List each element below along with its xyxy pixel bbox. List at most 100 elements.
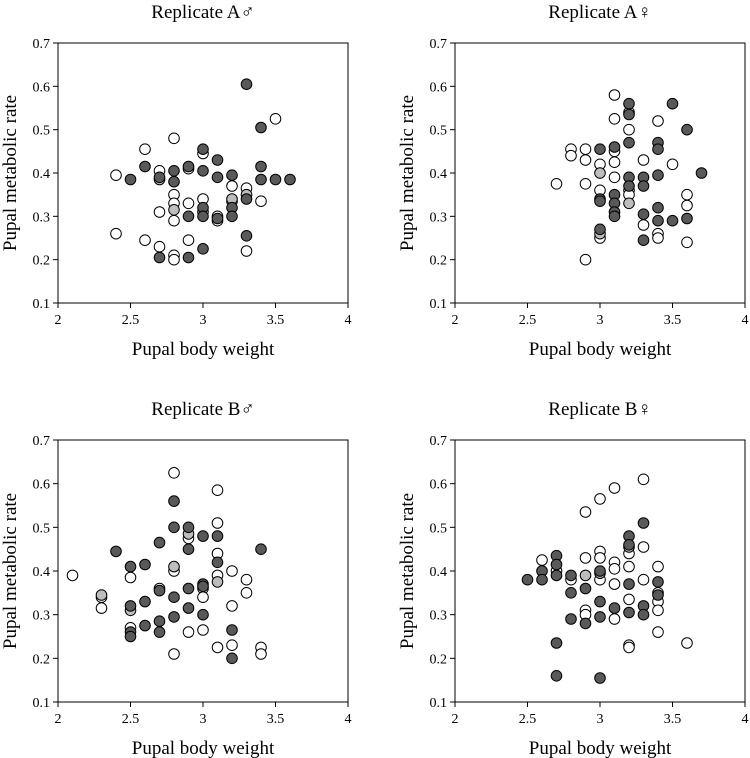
data-point-dark <box>153 626 166 638</box>
data-point-open <box>182 626 195 638</box>
x-tick-label: 2.5 <box>122 313 140 328</box>
y-tick-label: 0.3 <box>33 210 51 225</box>
data-point-open <box>608 613 621 625</box>
data-point-dark <box>197 243 209 255</box>
data-point-dark <box>197 210 209 223</box>
data-point-dark <box>240 230 253 242</box>
data-point-dark <box>594 223 606 236</box>
y-axis-label: Pupal metabolic rate <box>397 95 418 251</box>
data-point-open <box>240 573 253 586</box>
data-point-dark <box>608 210 621 223</box>
data-point-dark <box>197 143 209 155</box>
data-point-open <box>652 560 664 573</box>
data-point-dark <box>623 108 635 121</box>
data-point-open <box>255 195 267 207</box>
data-point-dark <box>637 208 650 220</box>
x-axis-label: Pupal body weight <box>529 339 672 360</box>
data-point-grey <box>211 576 224 588</box>
data-point-dark <box>168 495 180 507</box>
y-tick-label: 0.1 <box>430 297 448 312</box>
data-point-grey <box>579 569 592 582</box>
data-point-open <box>594 552 606 564</box>
y-tick-label: 0.7 <box>430 37 448 52</box>
data-point-dark <box>550 558 563 571</box>
data-point-grey <box>594 167 606 179</box>
data-point-open <box>110 227 122 240</box>
data-point-dark <box>666 214 679 227</box>
data-point-dark <box>168 521 180 534</box>
data-point-dark <box>124 630 137 643</box>
data-point-open <box>579 506 592 518</box>
data-point-dark <box>153 584 166 597</box>
data-point-open <box>637 541 650 553</box>
y-tick-label: 0.7 <box>33 434 51 449</box>
data-point-dark <box>652 143 664 155</box>
data-point-dark <box>550 670 563 682</box>
data-point-dark <box>594 565 606 577</box>
data-point-dark <box>637 608 650 621</box>
y-tick-label: 0.3 <box>430 609 448 624</box>
data-point-dark <box>139 558 151 571</box>
data-point-open <box>623 123 635 136</box>
data-point-open <box>255 648 267 660</box>
data-point-dark <box>124 600 137 612</box>
data-point-dark <box>153 615 166 628</box>
data-point-open <box>211 517 224 529</box>
data-point-open <box>579 154 592 166</box>
data-point-dark <box>652 169 664 181</box>
data-point-open <box>637 573 650 586</box>
x-tick-label: 3.5 <box>664 712 682 727</box>
data-point-dark <box>608 602 621 614</box>
data-point-dark <box>623 136 635 149</box>
data-point-open <box>637 219 650 231</box>
data-point-dark <box>226 169 238 181</box>
data-point-open <box>579 552 592 564</box>
y-tick-label: 0.4 <box>430 565 448 580</box>
y-tick-label: 0.5 <box>33 521 51 536</box>
scatter-panel-2: Replicate A♀ 2 2.5 3 3.5 4 0.1 0.2 0.3 0.4 0.5 0.6 0… <box>397 2 749 360</box>
data-point-dark <box>637 180 650 192</box>
y-tick-label: 0.2 <box>33 254 51 269</box>
data-point-dark <box>255 173 267 186</box>
data-point-open <box>153 206 166 218</box>
data-point-open <box>536 554 548 566</box>
data-point-dark <box>666 97 679 110</box>
data-point-open <box>652 232 664 244</box>
data-point-dark <box>623 539 635 551</box>
data-point-dark <box>153 171 166 184</box>
data-point-open <box>623 593 635 606</box>
x-tick-label: 3.5 <box>664 313 682 328</box>
data-point-open <box>139 234 151 246</box>
data-point-dark <box>255 543 267 556</box>
data-point-open <box>66 569 79 582</box>
data-point-open <box>168 214 180 227</box>
data-point-open <box>182 234 195 246</box>
data-point-dark <box>182 582 195 595</box>
data-point-dark <box>536 573 548 586</box>
data-point-dark <box>168 591 180 604</box>
data-point-dark <box>594 595 606 608</box>
x-tick-label: 3.5 <box>267 712 285 727</box>
data-point-open <box>153 240 166 253</box>
data-point-dark <box>594 672 606 684</box>
data-point-dark <box>652 576 664 588</box>
data-point-open <box>240 245 253 257</box>
data-point-dark <box>182 521 195 534</box>
data-point-dark <box>124 560 137 573</box>
data-point-dark <box>211 171 224 184</box>
y-tick-label: 0.2 <box>430 254 448 269</box>
data-point-open <box>168 648 180 660</box>
x-tick-label: 4 <box>345 313 352 328</box>
data-point-open <box>226 639 238 652</box>
data-point-open <box>681 236 693 249</box>
x-tick-label: 4 <box>742 313 749 328</box>
data-point-dark <box>637 234 650 246</box>
x-tick-label: 3.5 <box>267 313 285 328</box>
x-tick-label: 3 <box>200 313 207 328</box>
data-point-open <box>681 637 693 649</box>
data-point-dark <box>623 578 635 590</box>
data-point-dark <box>565 587 577 599</box>
data-point-open <box>197 624 209 636</box>
y-tick-label: 0.7 <box>430 434 448 449</box>
data-point-dark <box>182 160 195 173</box>
